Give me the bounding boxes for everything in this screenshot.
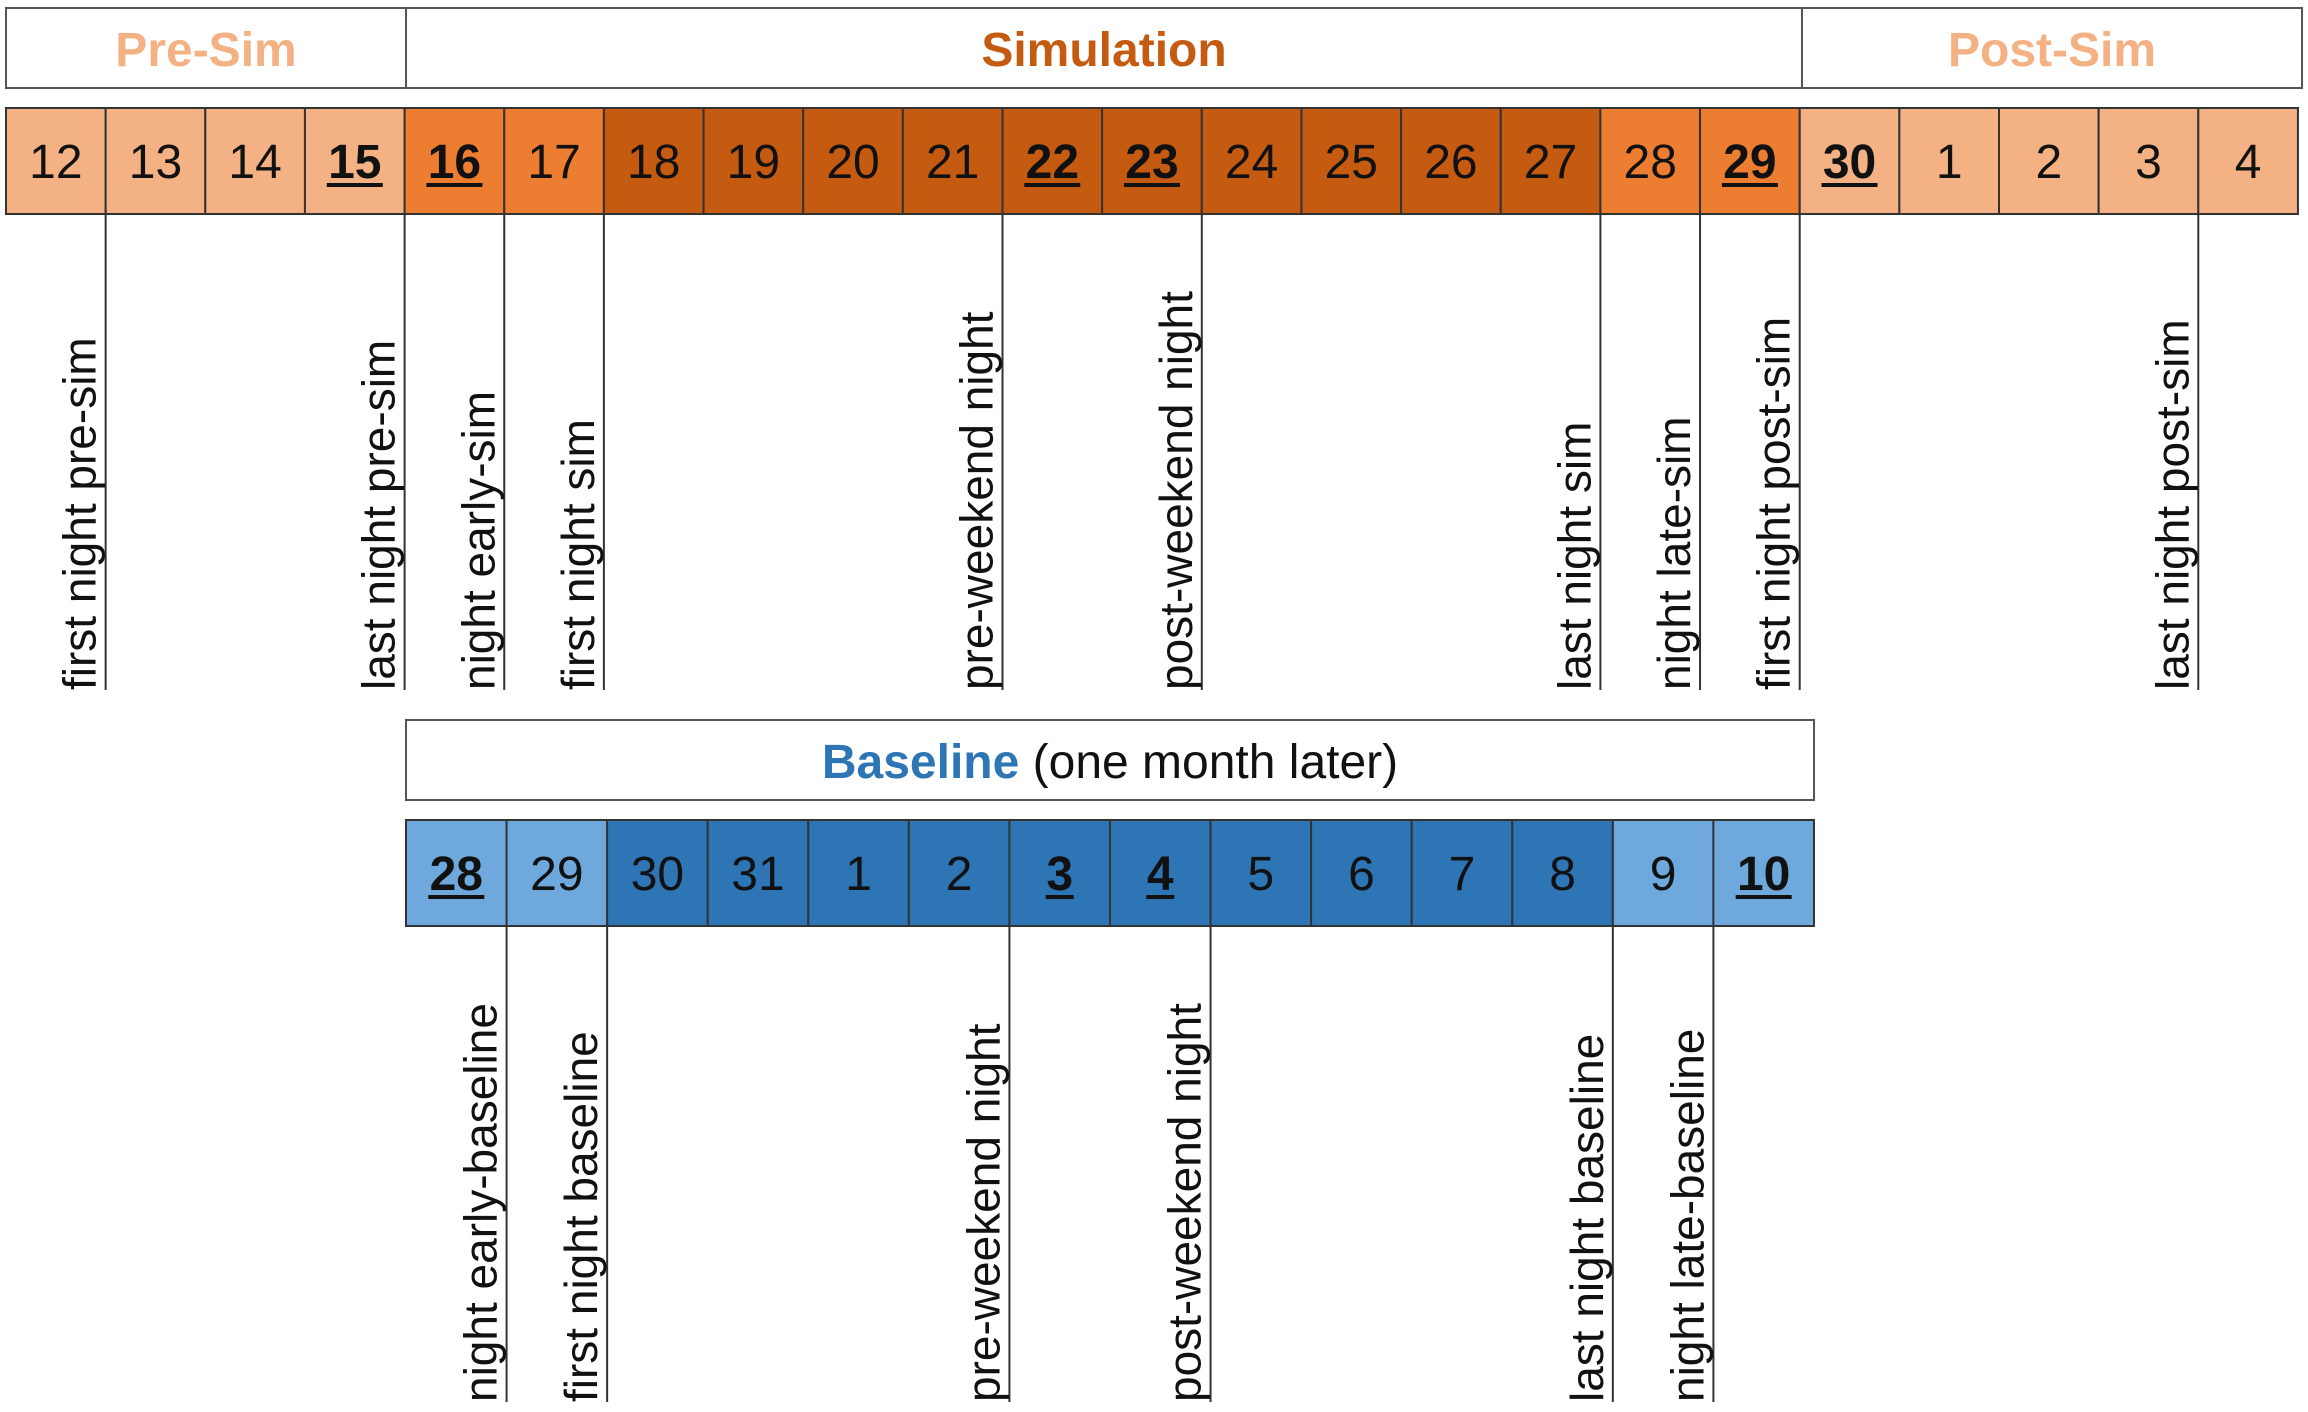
baseline-day-cell bbox=[1712, 819, 1815, 927]
sim-day-cell bbox=[303, 107, 406, 215]
baseline-day-label: 29 bbox=[530, 848, 583, 901]
phase-label-simulation: Simulation bbox=[981, 24, 1226, 77]
baseline-note: post-weekend night bbox=[1159, 1003, 1211, 1402]
sim-day-cell bbox=[602, 107, 705, 215]
baseline-day-label: 30 bbox=[631, 848, 684, 901]
sim-day-label: 23 bbox=[1125, 136, 1178, 189]
sim-note: post-weekend night bbox=[1150, 291, 1202, 690]
sim-day-label: 18 bbox=[627, 136, 680, 189]
baseline-day-cell bbox=[706, 819, 810, 927]
sim-day-label: 25 bbox=[1325, 136, 1378, 189]
baseline-day-label: 31 bbox=[731, 848, 784, 901]
phase-header-row: Pre-Sim Simulation Post-Sim bbox=[5, 7, 2303, 89]
baseline-day-cell bbox=[1108, 819, 1212, 927]
baseline-day-label: 6 bbox=[1348, 848, 1375, 901]
baseline-day-label: 7 bbox=[1449, 848, 1476, 901]
sim-day-label: 14 bbox=[228, 136, 281, 189]
sim-day-cell bbox=[1499, 107, 1602, 215]
baseline-day-cell bbox=[1310, 819, 1413, 927]
sim-day-label: 20 bbox=[826, 136, 879, 189]
sim-day-cell bbox=[1898, 107, 2000, 215]
baseline-day-cell bbox=[505, 819, 609, 927]
sim-note: first night pre-sim bbox=[54, 337, 106, 690]
sim-day-label: 2 bbox=[2035, 136, 2062, 189]
sim-day-label: 13 bbox=[129, 136, 182, 189]
sim-day-cell bbox=[503, 107, 605, 215]
baseline-day-label: 8 bbox=[1549, 848, 1576, 901]
sim-day-label: 22 bbox=[1026, 136, 1079, 189]
sim-note: last night post-sim bbox=[2146, 319, 2198, 690]
sim-day-label: 17 bbox=[527, 136, 580, 189]
sim-note: pre-weekend night bbox=[951, 311, 1003, 690]
baseline-day-label: 4 bbox=[1147, 848, 1174, 901]
simulation-annotations: first night pre-sim last night pre-sim nig… bbox=[54, 214, 2200, 690]
sim-day-cell bbox=[2197, 107, 2299, 215]
baseline-day-cell bbox=[907, 819, 1011, 927]
baseline-day-row: 28 29 30 31 1 2 3 4 5 6 7 8 9 10 bbox=[405, 819, 1815, 927]
sim-day-cell bbox=[1998, 107, 2100, 215]
phase-box-post-sim bbox=[1801, 7, 2303, 89]
baseline-header: Baseline (one month later) bbox=[405, 719, 1815, 801]
baseline-day-label: 2 bbox=[946, 848, 973, 901]
baseline-day-label: 9 bbox=[1650, 848, 1677, 901]
sim-day-cell bbox=[1400, 107, 1502, 215]
baseline-day-cell bbox=[1511, 819, 1614, 927]
sim-day-cell bbox=[104, 107, 207, 215]
sim-day-cell bbox=[1599, 107, 1702, 215]
sim-day-cell bbox=[802, 107, 904, 215]
baseline-note: pre-weekend night bbox=[957, 1023, 1009, 1402]
sim-day-cell bbox=[1798, 107, 1901, 215]
baseline-day-cell bbox=[405, 819, 508, 927]
sim-note: last night pre-sim bbox=[353, 340, 405, 690]
sim-day-label: 16 bbox=[428, 136, 481, 189]
baseline-note: night early-baseline bbox=[455, 1003, 507, 1402]
sim-day-label: 12 bbox=[29, 136, 82, 189]
sim-day-label: 28 bbox=[1624, 136, 1677, 189]
sim-day-label: 24 bbox=[1225, 136, 1278, 189]
sim-day-cell bbox=[1101, 107, 1203, 215]
baseline-day-label: 5 bbox=[1247, 848, 1274, 901]
sim-day-label: 4 bbox=[2235, 136, 2262, 189]
baseline-header-box bbox=[405, 719, 1815, 801]
baseline-day-cell bbox=[1611, 819, 1715, 927]
baseline-note: night late-baseline bbox=[1661, 1029, 1713, 1402]
sim-day-label: 19 bbox=[727, 136, 780, 189]
phase-box-pre-sim bbox=[5, 7, 407, 89]
phase-label-post-sim: Post-Sim bbox=[1948, 24, 2156, 77]
baseline-title: Baseline bbox=[822, 736, 1019, 789]
baseline-header-text: Baseline (one month later) bbox=[822, 736, 1398, 789]
baseline-day-label: 1 bbox=[845, 848, 872, 901]
baseline-day-label: 28 bbox=[430, 848, 483, 901]
sim-day-label: 27 bbox=[1524, 136, 1577, 189]
sim-note: first night sim bbox=[552, 419, 604, 690]
sim-day-label: 29 bbox=[1723, 136, 1776, 189]
baseline-day-label: 10 bbox=[1737, 848, 1790, 901]
sim-note: last night sim bbox=[1548, 422, 1600, 690]
baseline-day-label: 3 bbox=[1046, 848, 1073, 901]
baseline-note: first night baseline bbox=[555, 1031, 607, 1402]
baseline-subtitle: (one month later) bbox=[1019, 736, 1398, 789]
baseline-day-cell bbox=[1410, 819, 1514, 927]
sim-day-label: 21 bbox=[926, 136, 979, 189]
sim-note: night late-sim bbox=[1648, 416, 1700, 690]
sim-day-label: 15 bbox=[328, 136, 381, 189]
baseline-annotations: night early-baseline first night baseline… bbox=[455, 926, 1715, 1402]
sim-day-cell bbox=[1699, 107, 1801, 215]
simulation-day-row: 12 13 14 15 16 17 18 19 20 21 22 23 24 25 26 27 28 29 30 1 2… bbox=[5, 107, 2299, 215]
sim-note: first night post-sim bbox=[1748, 317, 1800, 690]
sim-day-cell bbox=[1001, 107, 1104, 215]
sim-day-label: 1 bbox=[1936, 136, 1963, 189]
baseline-day-cell bbox=[1008, 819, 1111, 927]
sim-day-label: 26 bbox=[1424, 136, 1477, 189]
sim-day-cell bbox=[702, 107, 805, 215]
phase-label-pre-sim: Pre-Sim bbox=[115, 24, 296, 77]
sim-note: night early-sim bbox=[452, 391, 504, 690]
baseline-note: last night baseline bbox=[1561, 1034, 1613, 1402]
sim-day-label: 30 bbox=[1823, 136, 1876, 189]
sim-day-label: 3 bbox=[2135, 136, 2162, 189]
phase-box-simulation bbox=[405, 7, 1803, 89]
sim-day-cell bbox=[204, 107, 306, 215]
baseline-day-cell bbox=[807, 819, 910, 927]
